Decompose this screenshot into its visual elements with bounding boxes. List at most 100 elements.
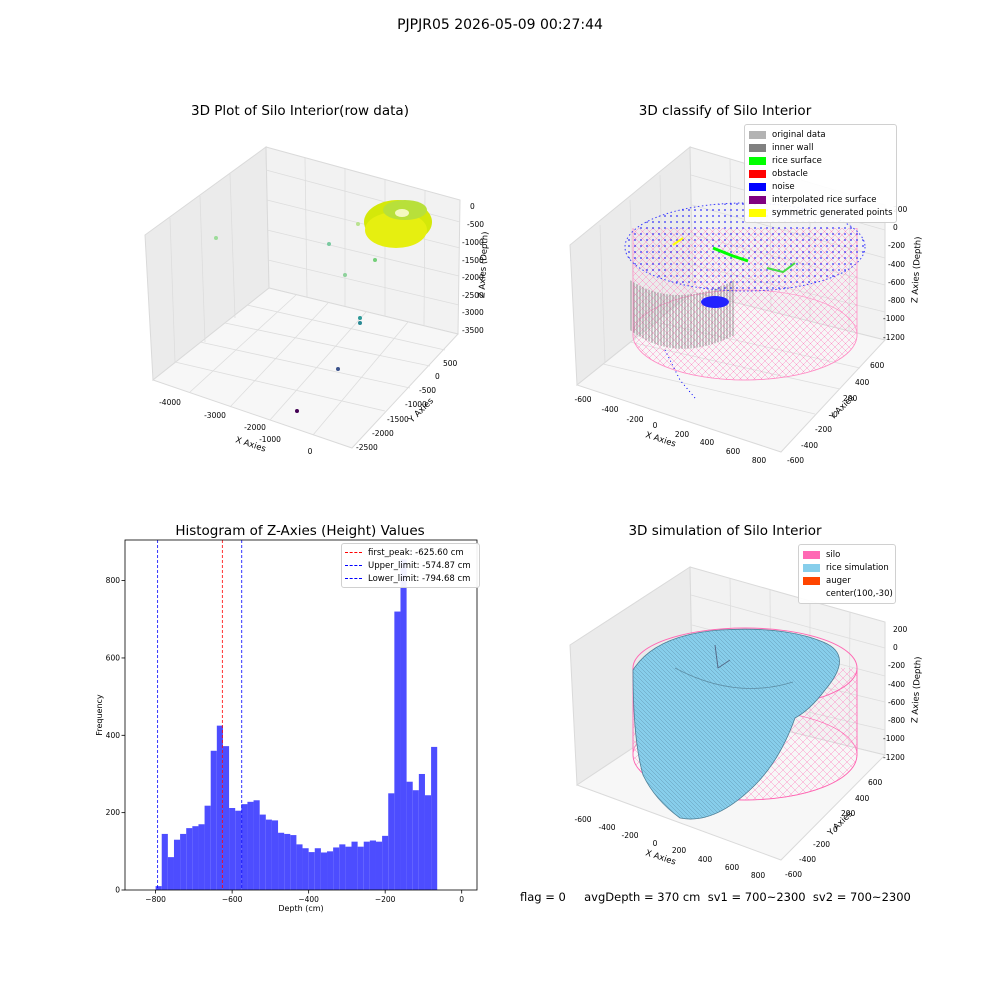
legend-item: first_peak: -625.60 cm <box>345 546 476 559</box>
legend-item: center(100,-30) <box>803 587 893 600</box>
legend-swatch <box>803 550 820 559</box>
symmetric-points <box>672 237 684 246</box>
panel3-title: Histogram of Z-Axies (Height) Values <box>175 523 425 539</box>
histogram-bar <box>204 805 211 890</box>
histogram-bar <box>265 819 272 890</box>
legend-swatch <box>749 169 766 178</box>
y-tick-label: 200 <box>841 809 856 818</box>
histogram-bar <box>180 833 187 890</box>
legend-label: auger <box>826 575 851 586</box>
y-tick-label: -600 <box>787 456 804 465</box>
histogram-bar <box>259 814 266 890</box>
x-tick-label: -1000 <box>259 435 281 444</box>
legend-label: rice surface <box>772 155 822 166</box>
y-axis-ticks: 0 200 400 600 800 <box>106 576 125 895</box>
histogram-bar <box>333 847 340 890</box>
plot-frame <box>124 539 478 891</box>
z-axis-label: Z Axies (Depth) <box>910 656 923 723</box>
x-tick-label: 200 <box>672 846 687 855</box>
legend-swatch <box>749 130 766 139</box>
histogram-bar <box>216 725 223 890</box>
legend-item: original data <box>749 128 892 141</box>
raw-data-3d-plot: -4000 -3000 -2000 -1000 0 X Axies 500 0 … <box>144 146 491 456</box>
histogram-bar <box>394 611 401 890</box>
x-tick-label: −400 <box>298 895 319 904</box>
legend-swatch <box>803 590 820 598</box>
legend-item: inner wall <box>749 141 892 154</box>
z-tick-label: -1200 <box>883 333 905 342</box>
z-tick-label: -3500 <box>462 326 484 335</box>
simulation-legend: silo rice simulation auger center(100,-3… <box>798 544 896 604</box>
legend-label: interpolated rice surface <box>772 194 877 205</box>
x-tick-label: -600 <box>574 815 591 824</box>
x-tick-label: 400 <box>700 438 715 447</box>
y-tick-label: 400 <box>855 794 870 803</box>
y-tick-label: -400 <box>801 441 818 450</box>
y-tick-label: -2000 <box>372 429 394 438</box>
z-axis-label: Z Axies (Depth) <box>910 236 923 303</box>
z-tick-label: -200 <box>888 241 905 250</box>
histogram-bar <box>271 820 279 890</box>
x-tick-label: 0 <box>459 895 464 904</box>
legend-line <box>345 552 362 553</box>
noise-points <box>624 202 866 399</box>
histogram-bar <box>388 793 395 890</box>
x-tick-label: 600 <box>726 447 741 456</box>
legend-label: Upper_limit: -574.87 cm <box>368 560 471 571</box>
legend-item: rice surface <box>749 154 892 167</box>
z-tick-label: -500 <box>467 220 484 229</box>
z-tick-label: -1000 <box>883 314 905 323</box>
histogram-bar <box>369 840 376 890</box>
histogram-bar <box>167 857 174 890</box>
y-tick-label: -200 <box>813 840 830 849</box>
histogram-bar <box>302 848 309 890</box>
histogram-bar <box>278 832 285 890</box>
legend-item: interpolated rice surface <box>749 193 892 206</box>
histogram-bar <box>431 746 438 890</box>
histogram-bar <box>247 801 254 890</box>
histogram-bar <box>229 808 236 890</box>
x-tick-label: -2000 <box>244 423 266 432</box>
y-tick-label: -1000 <box>405 400 427 409</box>
legend-swatch <box>749 143 766 152</box>
y-tick-label: -2500 <box>356 443 378 452</box>
y-tick-label: -400 <box>799 855 816 864</box>
y-tick-label: 600 <box>868 778 883 787</box>
panel2-title: 3D classify of Silo Interior <box>638 103 812 119</box>
histogram-legend: first_peak: -625.60 cm Upper_limit: -574… <box>341 543 480 588</box>
legend-label: first_peak: -625.60 cm <box>368 547 464 558</box>
z-tick-label: -800 <box>888 296 905 305</box>
histogram-bar <box>382 835 389 890</box>
z-tick-label: -600 <box>888 278 905 287</box>
rice-surface-points <box>712 246 796 274</box>
histogram-bar <box>400 559 407 890</box>
z-tick-label: -1500 <box>462 256 484 265</box>
legend-item: obstacle <box>749 167 892 180</box>
histogram-bar <box>290 835 297 890</box>
histogram-bar <box>253 800 260 890</box>
raw-scatter-points <box>214 222 377 413</box>
histogram-bar <box>314 848 321 890</box>
z-axis-ticks: 0 -500 -1000 -1500 -2000 -2500 -3000 -35… <box>462 202 484 335</box>
x-tick-label: 0 <box>308 447 313 456</box>
status-readout: flag = 0 avgDepth = 370 cm sv1 = 700~230… <box>520 890 911 904</box>
histogram-bar <box>198 824 205 890</box>
z-tick-label: -600 <box>888 698 905 707</box>
legend-swatch <box>749 182 766 191</box>
x-tick-label: -600 <box>574 395 591 404</box>
histogram-threshold-lines <box>157 540 243 890</box>
x-tick-label: -200 <box>621 831 638 840</box>
y-tick-label: -1500 <box>387 415 409 424</box>
legend-label: noise <box>772 181 795 192</box>
z-tick-label: -400 <box>888 260 905 269</box>
x-axis-ticks: -600 -400 -200 0 200 400 600 800 <box>574 395 766 465</box>
z-tick-label: -1000 <box>883 734 905 743</box>
z-tick-label: -1200 <box>883 753 905 762</box>
depth-surface-blob <box>364 200 432 248</box>
histogram-bar <box>357 846 364 890</box>
legend-swatch <box>803 576 820 585</box>
x-tick-label: 0 <box>653 421 658 430</box>
histogram-bar <box>424 795 432 890</box>
y-tick-label: 0 <box>833 825 838 834</box>
z-tick-label: -800 <box>888 716 905 725</box>
